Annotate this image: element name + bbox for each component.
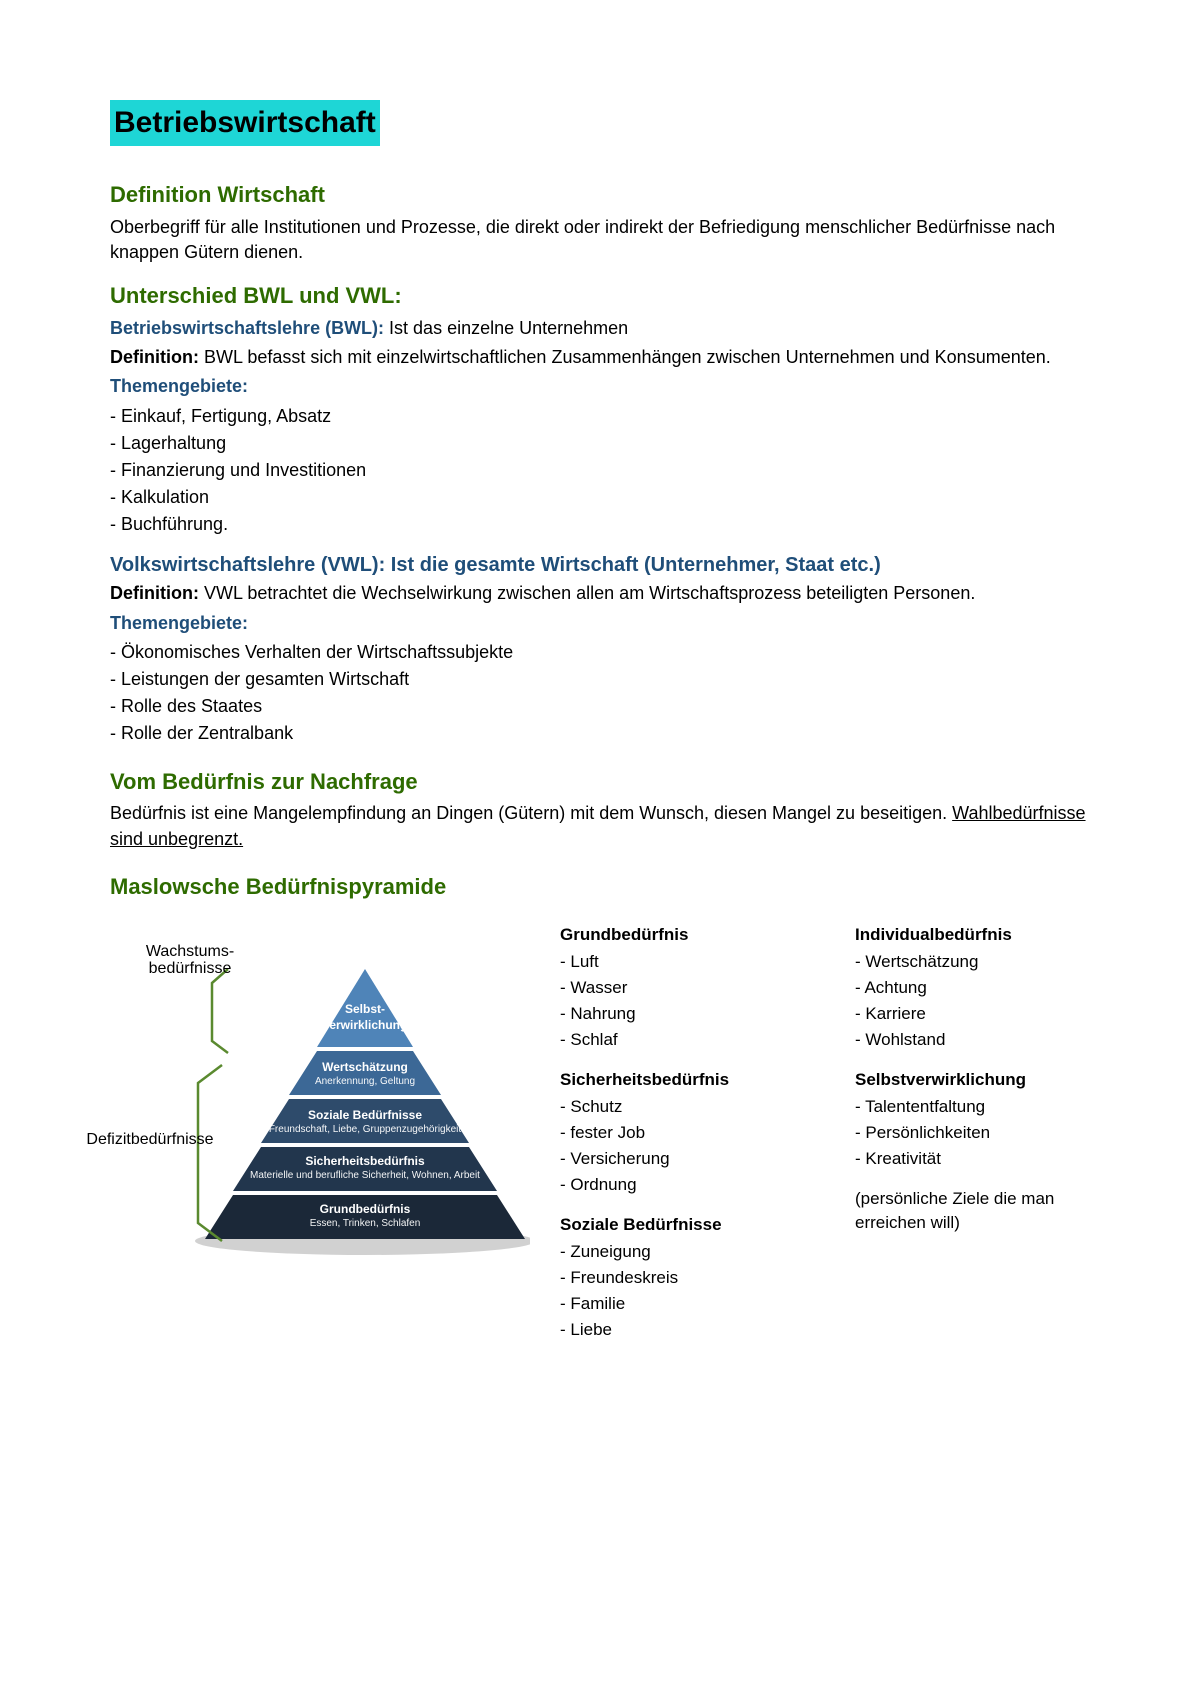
bwl-label: Betriebswirtschaftslehre (BWL): [110, 318, 384, 338]
list-item: - Kalkulation [110, 485, 1090, 510]
bwl-line: Betriebswirtschaftslehre (BWL): Ist das … [110, 316, 1090, 341]
pyr-level-2-title: Sicherheitsbedürfnis [200, 1153, 530, 1170]
list-item: - Buchführung. [110, 512, 1090, 537]
pyr-level-3-title: Soziale Bedürfnisse [200, 1107, 530, 1124]
pyr-level-4-title: Wertschätzung [200, 1059, 530, 1076]
needs-item: - Ordnung [560, 1173, 795, 1197]
needs-item: - Freundeskreis [560, 1266, 795, 1290]
vwl-definition: Definition: VWL betrachtet die Wechselwi… [110, 581, 1090, 606]
needs-item: - Liebe [560, 1318, 795, 1342]
vwl-def-label: Definition: [110, 583, 199, 603]
bwl-items-list: - Einkauf, Fertigung, Absatz- Lagerhaltu… [110, 404, 1090, 538]
needs-item: - Schutz [560, 1095, 795, 1119]
vwl-heading: Volkswirtschaftslehre (VWL): Ist die ges… [110, 551, 1090, 579]
needs-item: - Wohlstand [855, 1028, 1090, 1052]
vwl-items-list: - Ökonomisches Verhalten der Wirtschafts… [110, 640, 1090, 747]
bwl-label-text: Ist das einzelne Unternehmen [384, 318, 628, 338]
needs-item: - Achtung [855, 976, 1090, 1000]
pyr-level-3-sub: Freundschaft, Liebe, Gruppenzugehörigkei… [200, 1123, 530, 1137]
list-item: - Einkauf, Fertigung, Absatz [110, 404, 1090, 429]
bwl-def-label: Definition: [110, 347, 199, 367]
needs-title: Grundbedürfnis [560, 923, 795, 947]
list-item: - Rolle des Staates [110, 694, 1090, 719]
list-item: - Ökonomisches Verhalten der Wirtschafts… [110, 640, 1090, 665]
side-label-wachstum-text: Wachstums- bedürfnisse [146, 943, 234, 978]
heading-beduerfnis-nachfrage: Vom Bedürfnis zur Nachfrage [110, 767, 1090, 798]
pyr-level-1-title: Grundbedürfnis [200, 1201, 530, 1218]
maslow-row: Wachstums- bedürfnisse Defizitbedürfniss… [110, 923, 1090, 1358]
list-item: - Finanzierung und Investitionen [110, 458, 1090, 483]
needs-item: - Persönlichkeiten [855, 1121, 1090, 1145]
text-beduerfnis: Bedürfnis ist eine Mangelempfindung an D… [110, 801, 1090, 851]
list-item: - Rolle der Zentralbank [110, 721, 1090, 746]
pyr-level-4-sub: Anerkennung, Geltung [200, 1075, 530, 1089]
needs-item: - Karriere [855, 1002, 1090, 1026]
needs-title: Selbstverwirklichung [855, 1068, 1090, 1092]
needs-item: - Familie [560, 1292, 795, 1316]
needs-block: Selbstverwirklichung- Talententfaltung- … [855, 1068, 1090, 1171]
maslow-pyramid: Wachstums- bedürfnisse Defizitbedürfniss… [110, 923, 530, 1263]
needs-item: - Zuneigung [560, 1240, 795, 1264]
needs-item: - Nahrung [560, 1002, 795, 1026]
pyr-level-4: Wertschätzung Anerkennung, Geltung [110, 1059, 530, 1090]
bwl-definition: Definition: BWL befasst sich mit einzelw… [110, 345, 1090, 370]
page-title: Betriebswirtschaft [110, 100, 380, 146]
side-label-wachstum: Wachstums- bedürfnisse [130, 943, 250, 978]
text-beduerfnis-pre: Bedürfnis ist eine Mangelempfindung an D… [110, 803, 952, 823]
text-definition-wirtschaft: Oberbegriff für alle Institutionen und P… [110, 215, 1090, 265]
needs-col-2: Individualbedürfnis - Wertschätzung- Acht… [855, 923, 1090, 1358]
needs-block: Sicherheitsbedürfnis - Schutz- fester Job… [560, 1068, 795, 1197]
needs-item: - Schlaf [560, 1028, 795, 1052]
pyr-level-2-sub: Materielle und berufliche Sicherheit, Wo… [200, 1169, 530, 1183]
vwl-themen-label: Themengebiete: [110, 611, 1090, 636]
needs-item: - Versicherung [560, 1147, 795, 1171]
needs-columns: Grundbedürfnis- Luft- Wasser- Nahrung- S… [560, 923, 1090, 1358]
pyr-level-1: Grundbedürfnis Essen, Trinken, Schlafen [110, 1201, 530, 1232]
needs-item: - Wertschätzung [855, 950, 1090, 974]
pyr-level-5-title: Selbst- verwirklichung [110, 1001, 530, 1035]
needs-col-1: Grundbedürfnis- Luft- Wasser- Nahrung- S… [560, 923, 795, 1358]
needs-item: - Wasser [560, 976, 795, 1000]
needs-block: Soziale Bedürfnisse - Zuneigung- Freundes… [560, 1213, 795, 1342]
needs-item: - fester Job [560, 1121, 795, 1145]
bwl-def-text: BWL befasst sich mit einzelwirtschaftlic… [199, 347, 1051, 367]
heading-bwl-vwl: Unterschied BWL und VWL: [110, 281, 1090, 312]
needs-block: Individualbedürfnis - Wertschätzung- Acht… [855, 923, 1090, 1052]
pyr-level-1-sub: Essen, Trinken, Schlafen [200, 1217, 530, 1231]
needs-note: (persönliche Ziele die man erreichen wil… [855, 1187, 1090, 1235]
needs-title: Soziale Bedürfnisse [560, 1213, 795, 1237]
pyr-level-3: Soziale Bedürfnisse Freundschaft, Liebe,… [110, 1107, 530, 1138]
list-item: - Leistungen der gesamten Wirtschaft [110, 667, 1090, 692]
heading-definition-wirtschaft: Definition Wirtschaft [110, 180, 1090, 211]
needs-item: - Talententfaltung [855, 1095, 1090, 1119]
pyr-level-5: Selbst- verwirklichung [110, 1001, 530, 1035]
bwl-themen-label: Themengebiete: [110, 374, 1090, 399]
heading-maslow: Maslowsche Bedürfnispyramide [110, 872, 1090, 903]
needs-item: - Kreativität [855, 1147, 1090, 1171]
vwl-def-text: VWL betrachtet die Wechselwirkung zwisch… [199, 583, 975, 603]
needs-title: Individualbedürfnis [855, 923, 1090, 947]
pyr-level-2: Sicherheitsbedürfnis Materielle und beru… [110, 1153, 530, 1184]
needs-item: - Luft [560, 950, 795, 974]
needs-title: Sicherheitsbedürfnis [560, 1068, 795, 1092]
list-item: - Lagerhaltung [110, 431, 1090, 456]
needs-block: Grundbedürfnis - Luft- Wasser- Nahrung- S… [560, 923, 795, 1052]
